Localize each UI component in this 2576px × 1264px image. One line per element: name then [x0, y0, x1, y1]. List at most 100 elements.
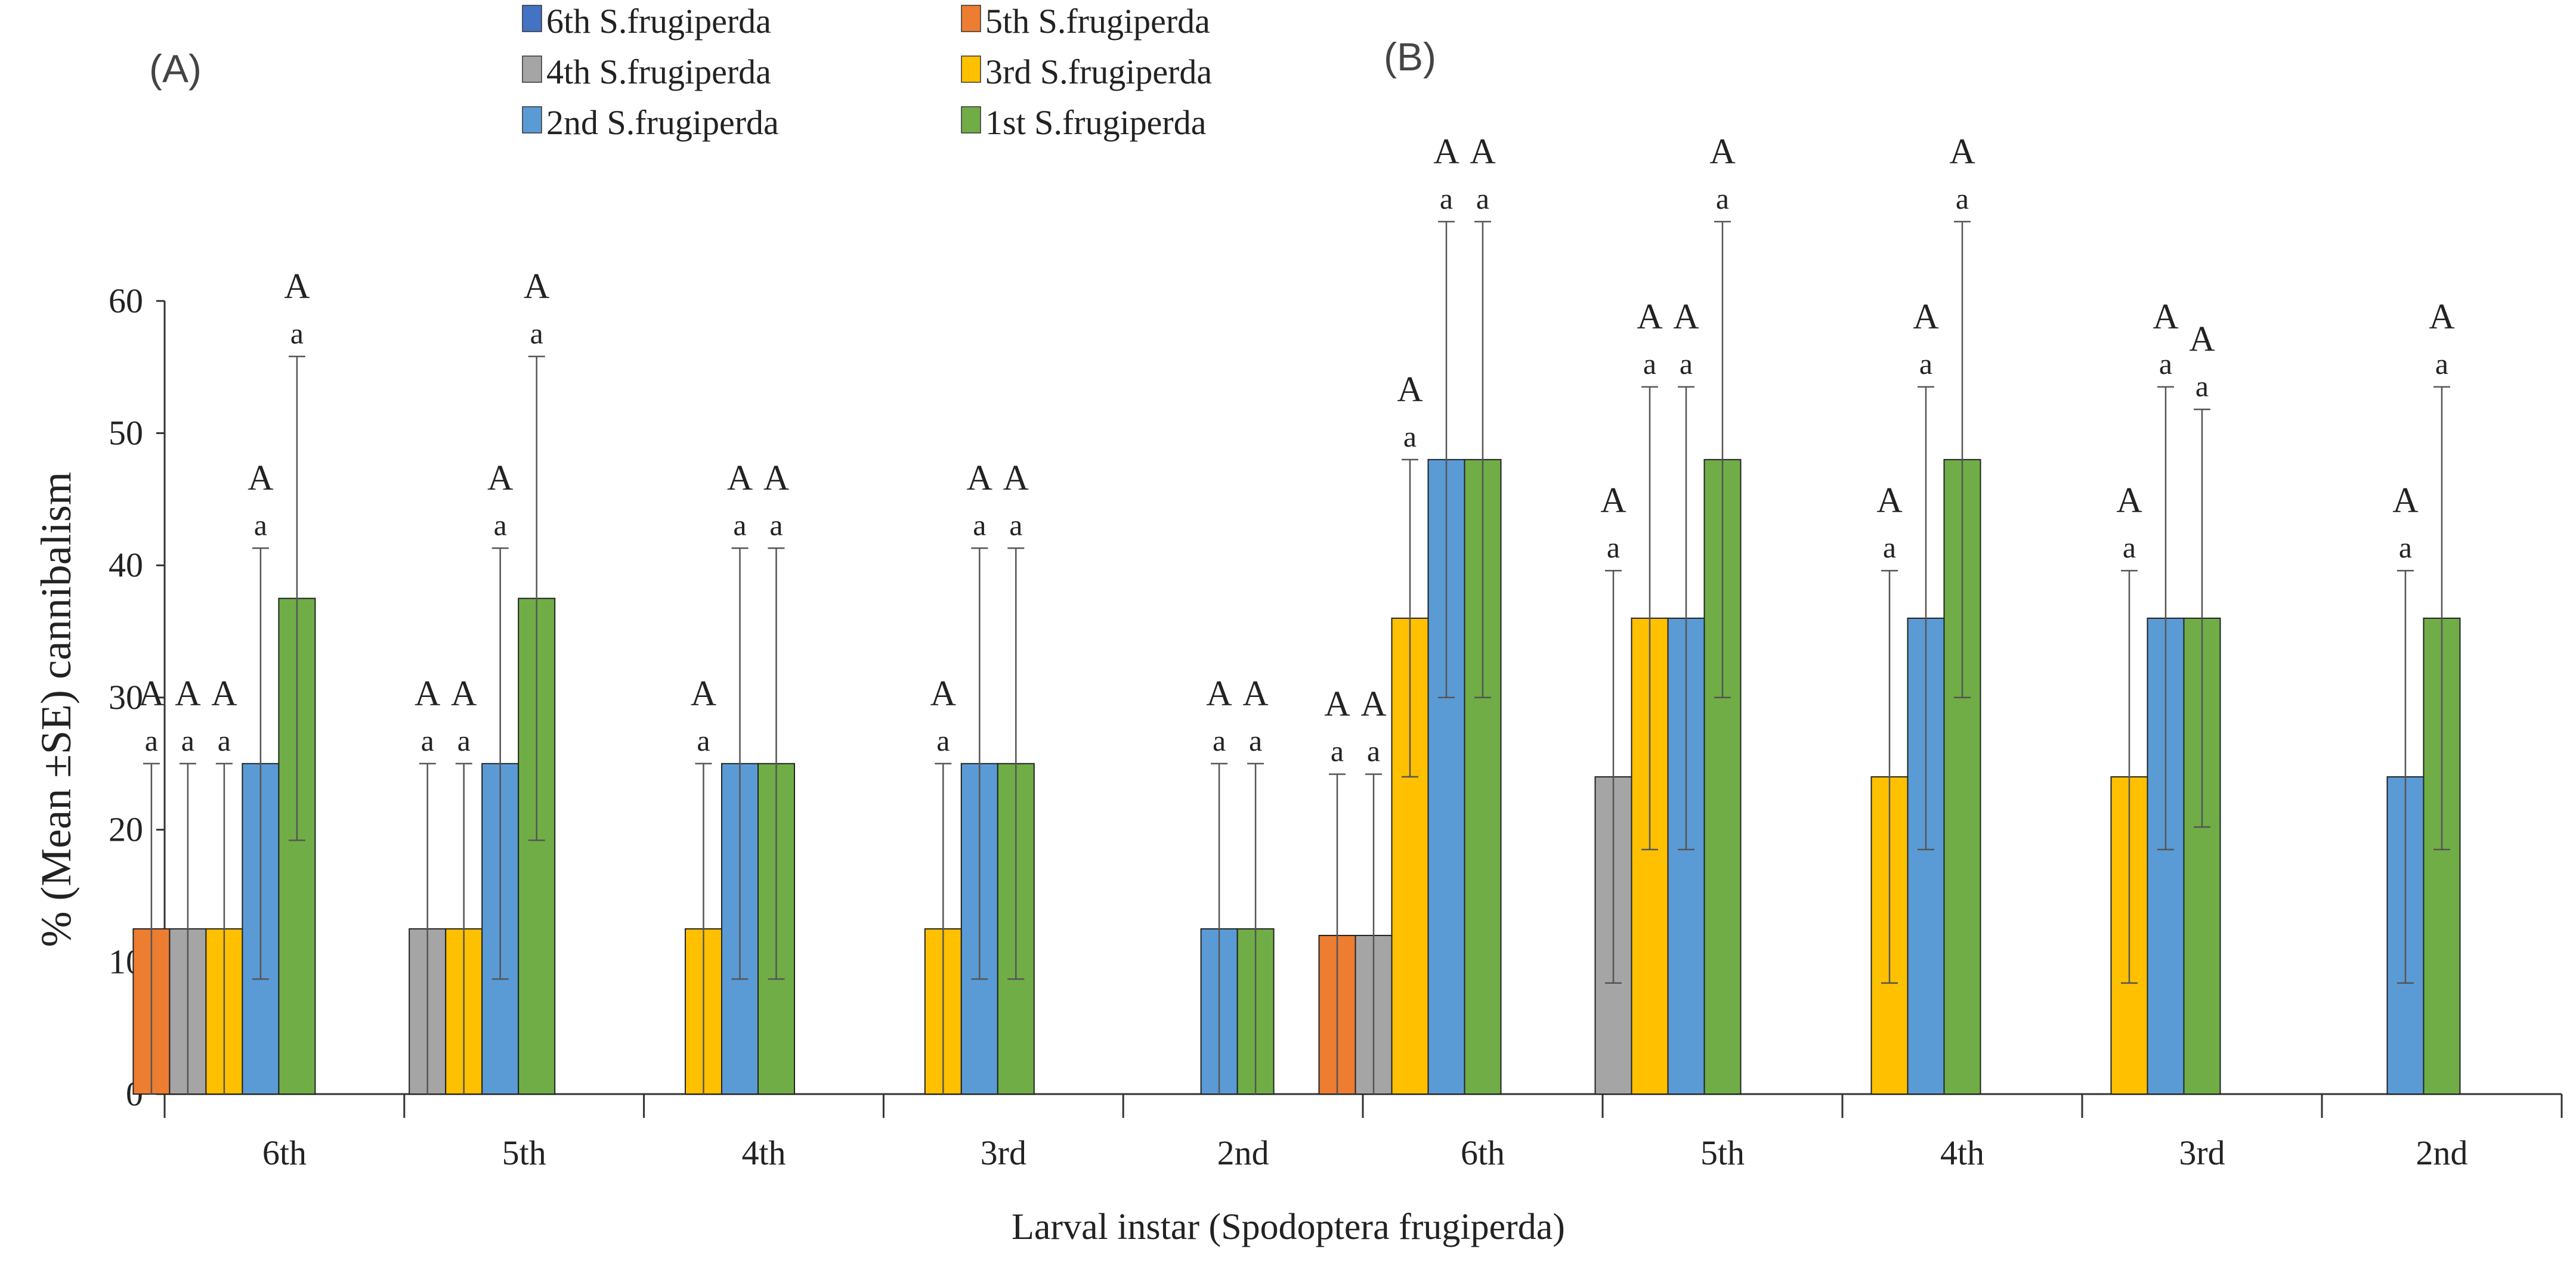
legend-swatch [961, 106, 981, 134]
sig-letter-lower: a [2159, 347, 2172, 380]
legend-swatch [522, 55, 542, 83]
sig-letter-lower: a [769, 508, 783, 541]
sig-letter-lower: a [1367, 734, 1380, 767]
sig-letter-lower: a [1956, 182, 1969, 215]
sig-letter-upper: A [2153, 297, 2178, 336]
sig-letter-upper: A [727, 458, 753, 497]
y-tick-label: 20 [109, 810, 143, 849]
sig-letter-upper: A [524, 267, 549, 306]
x-tick-label: 3rd [2179, 1133, 2225, 1172]
sig-letter-lower: a [530, 317, 543, 350]
sig-letter-lower: a [1009, 508, 1022, 541]
sig-letter-lower: a [2399, 531, 2412, 564]
y-axis-title: % (Mean ±SE) cannibalism [32, 472, 80, 947]
sig-letter-lower: a [2123, 531, 2136, 564]
sig-letter-upper: A [248, 458, 273, 497]
sig-letter-lower: a [457, 724, 471, 757]
sig-letter-upper: A [1673, 297, 1699, 336]
panel-label: (B) [1384, 35, 1436, 79]
sig-letter-upper: A [175, 674, 200, 713]
sig-letter-lower: a [1716, 182, 1729, 215]
sig-letter-upper: A [967, 458, 992, 497]
sig-letter-lower: a [181, 724, 194, 757]
sig-letter-upper: A [2116, 481, 2142, 520]
y-tick-label: 60 [109, 281, 143, 320]
sig-letter-upper: A [763, 458, 789, 497]
y-tick-label: 40 [109, 546, 143, 584]
sig-letter-lower: a [1403, 420, 1417, 453]
sig-letter-upper: A [1324, 684, 1350, 723]
sig-letter-lower: a [254, 508, 267, 541]
sig-letter-upper: A [451, 674, 477, 713]
sig-letter-lower: a [2435, 347, 2448, 380]
sig-letter-upper: A [1433, 132, 1459, 171]
sig-letter-upper: A [1600, 481, 1626, 520]
legend-swatch [522, 106, 542, 134]
sig-letter-upper: A [1397, 370, 1422, 409]
x-axis-title: Larval instar (Spodoptera frugiperda) [1012, 1207, 1565, 1247]
sig-letter-lower: a [697, 724, 710, 757]
x-tick-label: 2nd [1217, 1133, 1269, 1172]
sig-letter-lower: a [1249, 724, 1262, 757]
sig-letter-lower: a [936, 724, 950, 757]
sig-letter-upper: A [691, 674, 716, 713]
sig-letter-upper: A [930, 674, 956, 713]
y-tick-label: 30 [109, 678, 143, 717]
x-tick-label: 6th [1461, 1133, 1505, 1172]
y-tick-label: 50 [109, 414, 143, 453]
x-tick-label: 4th [741, 1133, 786, 1172]
legend-label: 4th S.frugiperda [546, 52, 771, 91]
sig-letter-upper: A [1913, 297, 1938, 336]
sig-letter-upper: A [1360, 684, 1386, 723]
sig-letter-upper: A [211, 674, 237, 713]
sig-letter-lower: a [1680, 347, 1693, 380]
x-tick-label: 5th [1700, 1133, 1745, 1172]
x-tick-label: 2nd [2416, 1133, 2468, 1172]
sig-letter-upper: A [1470, 132, 1495, 171]
x-tick-label: 3rd [981, 1133, 1026, 1172]
sig-letter-lower: a [1331, 734, 1344, 767]
sig-letter-lower: a [973, 508, 986, 541]
legend-label: 2nd S.frugiperda [546, 103, 779, 142]
legend-label: 3rd S.frugiperda [985, 52, 1212, 91]
sig-letter-upper: A [2429, 297, 2454, 336]
x-tick-label: 5th [502, 1133, 546, 1172]
sig-letter-lower: a [218, 724, 231, 757]
sig-letter-lower: a [1440, 182, 1453, 215]
sig-letter-upper: A [1709, 132, 1735, 171]
panel-label: (A) [149, 47, 202, 91]
sig-letter-upper: A [2392, 481, 2418, 520]
sig-letter-upper: A [1949, 132, 1975, 171]
legend-label: 1st S.frugiperda [985, 103, 1207, 142]
sig-letter-upper: A [2189, 320, 2215, 359]
sig-letter-upper: A [1206, 674, 1232, 713]
sig-letter-lower: a [733, 508, 746, 541]
sig-letter-lower: a [494, 508, 507, 541]
sig-letter-upper: A [415, 674, 440, 713]
legend-label: 5th S.frugiperda [985, 2, 1210, 41]
sig-letter-lower: a [1476, 182, 1489, 215]
sig-letter-lower: a [2195, 370, 2209, 403]
sig-letter-upper: A [1242, 674, 1268, 713]
sig-letter-lower: a [145, 724, 158, 757]
sig-letter-upper: A [1003, 458, 1029, 497]
sig-letter-upper: A [1876, 481, 1902, 520]
x-tick-label: 4th [1940, 1133, 1984, 1172]
sig-letter-upper: A [284, 267, 310, 306]
sig-letter-lower: a [1643, 347, 1656, 380]
sig-letter-lower: a [1213, 724, 1226, 757]
sig-letter-lower: a [1607, 531, 1620, 564]
sig-letter-lower: a [290, 317, 304, 350]
legend-swatch [961, 55, 981, 83]
legend-label: 6th S.frugiperda [546, 2, 771, 41]
sig-letter-upper: A [1637, 297, 1662, 336]
x-tick-label: 6th [262, 1133, 307, 1172]
sig-letter-upper: A [138, 674, 164, 713]
legend-swatch [522, 5, 542, 32]
legend-swatch [961, 5, 981, 32]
sig-letter-lower: a [1919, 347, 1932, 380]
sig-letter-lower: a [1883, 531, 1896, 564]
sig-letter-lower: a [421, 724, 434, 757]
sig-letter-upper: A [487, 458, 513, 497]
